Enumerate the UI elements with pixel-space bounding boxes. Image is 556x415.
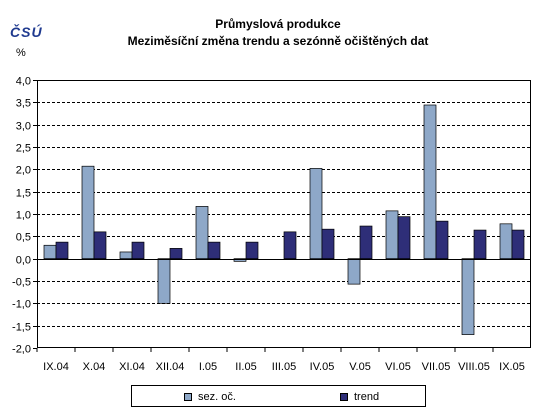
plot-area bbox=[37, 80, 531, 348]
x-tick-label: IX.04 bbox=[43, 361, 69, 373]
bar-trend-IX.05 bbox=[511, 229, 525, 260]
bar-sez-oc-IX.05 bbox=[499, 223, 513, 260]
x-tick-label: VII.05 bbox=[422, 361, 451, 373]
chart-subtitle: Meziměsíční změna trendu a sezónně očišt… bbox=[127, 34, 429, 48]
legend-swatch-trend bbox=[340, 393, 348, 401]
y-axis-unit: % bbox=[16, 47, 26, 59]
csu-logo: ČSÚ bbox=[10, 24, 43, 40]
y-tick-label: 3,0 bbox=[16, 121, 31, 133]
x-tick-label: VIII.05 bbox=[458, 361, 490, 373]
x-tick-label: XI.04 bbox=[119, 361, 145, 373]
x-tick-label: XII.04 bbox=[156, 361, 185, 373]
bar-trend-IV.05 bbox=[321, 228, 335, 260]
bar-trend-I.05 bbox=[207, 241, 221, 260]
legend-item-sez-oc: sez. oč. bbox=[184, 390, 236, 404]
x-tick-label: IV.05 bbox=[310, 361, 335, 373]
bar-sez-oc-VIII.05 bbox=[461, 258, 475, 335]
y-tick-label: 3,5 bbox=[16, 98, 31, 110]
bar-trend-V.05 bbox=[359, 225, 373, 260]
bar-trend-XI.04 bbox=[131, 241, 145, 260]
bar-chart: -2,0 -1,5 -1,0 -0,5 0,0 0,5 1,0 1,5 2,0 2,5 3,0 3,5… bbox=[12, 76, 531, 373]
y-tick-label: -1,0 bbox=[12, 299, 31, 311]
x-tick-label: X.04 bbox=[83, 361, 106, 373]
y-tick-label: 1,0 bbox=[16, 210, 31, 222]
legend-swatch-sez-oc bbox=[184, 393, 192, 401]
bar-sez-oc-I.05 bbox=[195, 206, 209, 260]
bar-trend-IX.04 bbox=[55, 241, 69, 260]
legend-label-trend: trend bbox=[354, 391, 380, 403]
legend: sez. oč. trend bbox=[131, 385, 426, 407]
legend-item-trend: trend bbox=[340, 390, 379, 404]
bar-trend-VIII.05 bbox=[473, 229, 487, 260]
bar-sez-oc-V.05 bbox=[347, 258, 361, 285]
bar-trend-VII.05 bbox=[435, 220, 449, 260]
bar-trend-VI.05 bbox=[397, 216, 411, 260]
y-tick-label: 4,0 bbox=[16, 76, 31, 88]
bar-sez-oc-X.04 bbox=[81, 165, 95, 260]
x-tick-label: V.05 bbox=[349, 361, 371, 373]
bar-sez-oc-II.05 bbox=[233, 258, 247, 262]
x-tick-label: VI.05 bbox=[385, 361, 411, 373]
x-tick-label: II.05 bbox=[235, 361, 256, 373]
bar-sez-oc-XI.04 bbox=[119, 251, 133, 260]
x-tick-label: I.05 bbox=[199, 361, 217, 373]
y-tick-label: 0,5 bbox=[16, 232, 31, 244]
bar-sez-oc-IX.04 bbox=[43, 244, 57, 260]
y-tick-label: 2,0 bbox=[16, 165, 31, 177]
x-tick-label: III.05 bbox=[272, 361, 296, 373]
bar-trend-III.05 bbox=[283, 231, 297, 260]
bar-trend-II.05 bbox=[245, 241, 259, 260]
bar-sez-oc-VII.05 bbox=[423, 104, 437, 260]
bar-sez-oc-VI.05 bbox=[385, 210, 399, 260]
y-tick-label: 1,5 bbox=[16, 188, 31, 200]
bar-sez-oc-XII.04 bbox=[157, 258, 171, 304]
y-tick-label: -1,5 bbox=[12, 322, 31, 334]
chart-title: Průmyslová produkce bbox=[215, 17, 341, 31]
legend-label-sez-oc: sez. oč. bbox=[198, 391, 236, 403]
y-tick-label: -0,5 bbox=[12, 277, 31, 289]
y-tick-label: 2,5 bbox=[16, 143, 31, 155]
y-tick-label: 0,0 bbox=[16, 255, 31, 267]
y-tick-label: -2,0 bbox=[12, 344, 31, 356]
x-tick-label: IX.05 bbox=[499, 361, 525, 373]
bar-trend-X.04 bbox=[93, 231, 107, 260]
bar-trend-XII.04 bbox=[169, 248, 183, 260]
bar-sez-oc-IV.05 bbox=[309, 168, 323, 260]
